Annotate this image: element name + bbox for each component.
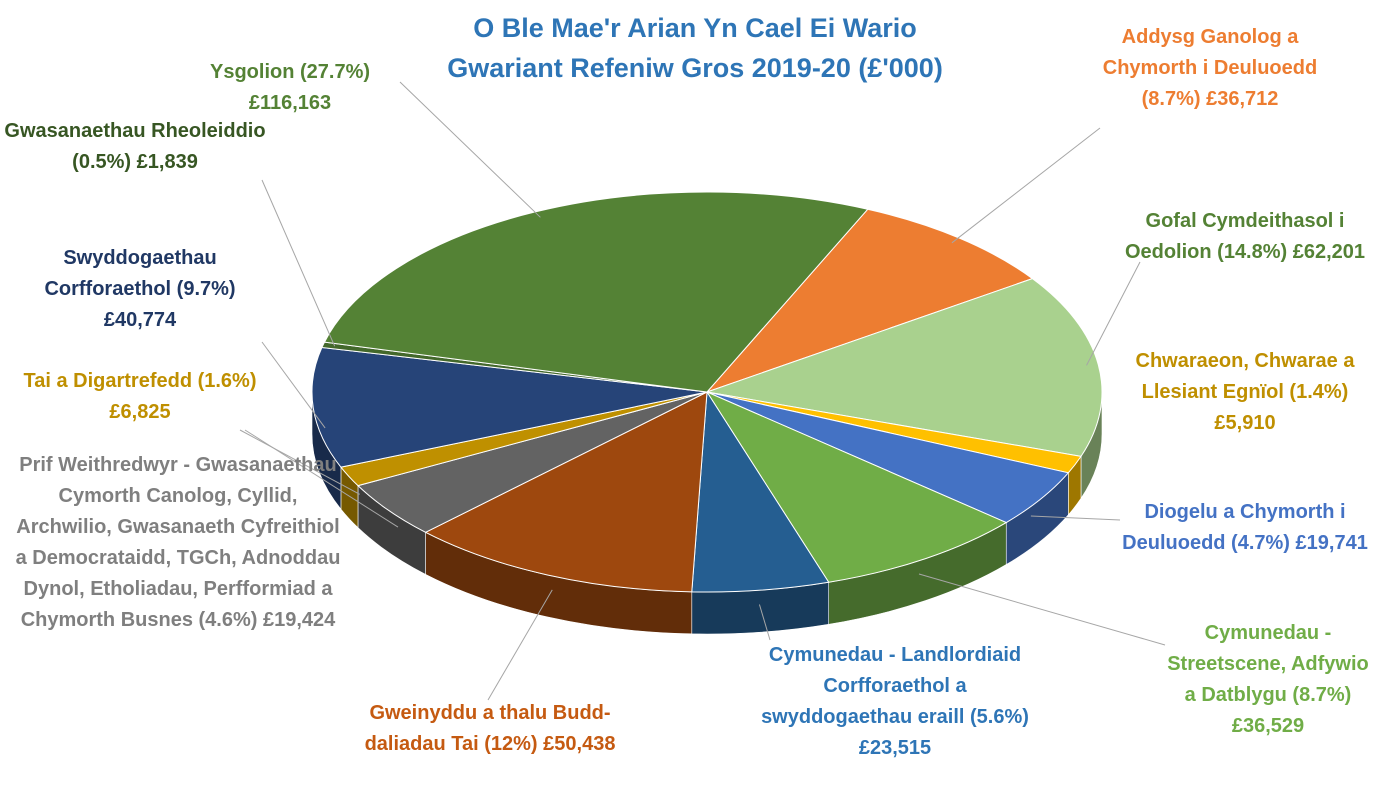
slice [705, 208, 1034, 394]
label-category: Cymunedau - Streetscene, Adfywio a Datbl… [1167, 622, 1369, 706]
leader-line [399, 81, 541, 218]
data-label: Chwaraeon, Chwarae a Llesiant Egnïol (1.… [1120, 346, 1370, 439]
leader-line [1086, 261, 1141, 366]
label-category: Tai a Digartrefedd (1.6%) [23, 370, 257, 392]
label-value: £23,515 [858, 737, 932, 759]
label-category: Chwaraeon, Chwarae a Llesiant Egnïol (1.… [1135, 350, 1355, 403]
label-value: £36,529 [1231, 715, 1305, 737]
data-label: Swyddogaethau Corfforaethol (9.7%) £40,7… [10, 243, 270, 336]
label-value: £1,839 [136, 151, 198, 173]
data-label: Prif Weithredwyr - Gwasanaethau Cymorth … [13, 450, 343, 636]
data-label: Gwasanaethau Rheoleiddio (0.5%) £1,839 [0, 116, 270, 178]
leader-line [918, 573, 1166, 646]
leader-line [261, 341, 326, 429]
label-category: Swyddogaethau Corfforaethol (9.7%) [44, 247, 236, 300]
label-category: Prif Weithredwyr - Gwasanaethau Cymorth … [15, 454, 341, 631]
label-value: £116,163 [248, 92, 332, 114]
data-label: Tai a Digartrefedd (1.6%) £6,825 [10, 366, 270, 428]
data-label: Gweinyddu a thalu Budd-daliadau Tai (12%… [355, 698, 625, 760]
label-value: £40,774 [103, 309, 177, 331]
leader-line [1030, 515, 1121, 521]
label-category: Gofal Cymdeithasol i Oedolion (14.8%) [1124, 210, 1345, 263]
label-category: Ysgolion (27.7%) [209, 61, 371, 83]
label-value: £19,741 [1295, 532, 1368, 554]
label-value: £50,438 [543, 733, 616, 755]
label-category: Gwasanaethau Rheoleiddio (0.5%) [4, 120, 266, 173]
data-label: Gofal Cymdeithasol i Oedolion (14.8%) £6… [1115, 206, 1375, 268]
slice [424, 391, 708, 593]
leader-line [261, 179, 336, 347]
label-value: £36,712 [1206, 88, 1279, 110]
label-value: £62,201 [1292, 241, 1366, 263]
slice [691, 390, 830, 593]
data-label: Ysgolion (27.7%) £116,163 [175, 57, 405, 119]
slice [311, 346, 708, 468]
label-category: Gweinyddu a thalu Budd-daliadau Tai (12%… [364, 702, 611, 755]
leader-line [758, 604, 771, 641]
leader-line [239, 429, 360, 495]
data-label: Addysg Ganolog a Chymorth i Deuluoedd (8… [1090, 22, 1330, 115]
data-label: Diogelu a Chymorth i Deuluoedd (4.7%) £1… [1120, 497, 1370, 559]
label-category: Cymunedau - Landlordiaid Corfforaethol a… [761, 644, 1029, 728]
leader-line [487, 589, 553, 701]
data-label: Cymunedau - Landlordiaid Corfforaethol a… [760, 640, 1030, 764]
label-value: £19,424 [262, 609, 336, 631]
label-value: £5,910 [1214, 412, 1276, 434]
data-label: Cymunedau - Streetscene, Adfywio a Datbl… [1163, 618, 1373, 742]
label-value: £6,825 [109, 401, 171, 423]
chart-title: O Ble Mae'r Arian Yn Cael Ei Wario Gwari… [447, 13, 943, 83]
slice [705, 278, 1103, 457]
leader-line [951, 127, 1101, 244]
label-category: Addysg Ganolog a Chymorth i Deuluoedd (8… [1102, 26, 1318, 110]
slice [705, 390, 1008, 583]
label-category: Diogelu a Chymorth i Deuluoedd (4.7%) [1122, 501, 1346, 554]
